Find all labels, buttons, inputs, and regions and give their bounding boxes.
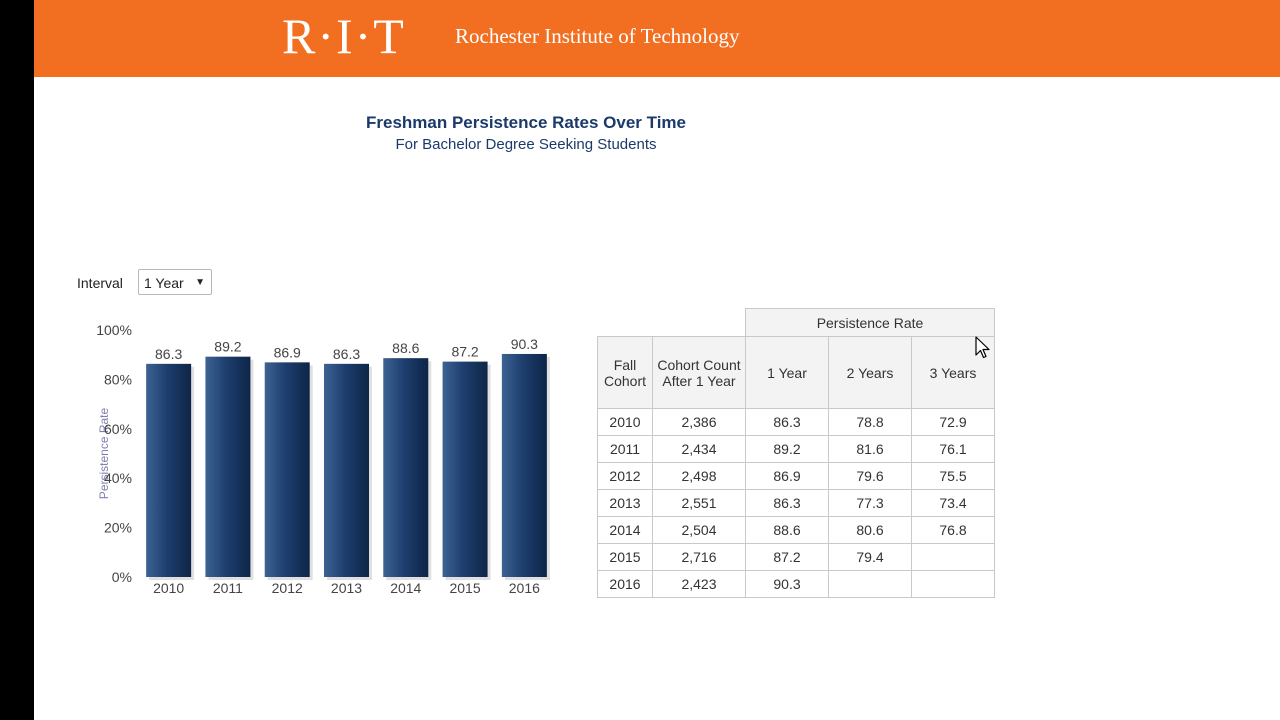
x-tick-label: 2012: [272, 580, 303, 596]
year1-cell: 86.9: [745, 462, 829, 490]
year2-cell: 80.6: [828, 516, 912, 544]
bar[interactable]: [205, 356, 251, 577]
y-tick-label: 80%: [104, 371, 132, 387]
data-label: 86.9: [274, 344, 301, 360]
data-label: 89.2: [214, 339, 241, 355]
cohort-cell: 2012: [597, 462, 653, 490]
data-label: 86.3: [333, 346, 360, 362]
year2-cell: 77.3: [828, 489, 912, 517]
year3-cell: 76.8: [911, 516, 995, 544]
year2-header: 2 Years: [828, 336, 912, 409]
page: R·I·T Rochester Institute of Technology …: [34, 0, 1280, 720]
cohort-count-header: Cohort Count After 1 Year: [652, 336, 746, 409]
table-row: 2012 2,498 86.9 79.6 75.5: [597, 462, 995, 490]
year3-cell: 75.5: [911, 462, 995, 490]
cohort-cell: 2011: [597, 435, 653, 463]
year1-cell: 86.3: [745, 489, 829, 517]
cohort-cell: 2014: [597, 516, 653, 544]
table-row: 2013 2,551 86.3 77.3 73.4: [597, 489, 995, 517]
x-tick-label: 2013: [331, 580, 362, 596]
chart-title: Freshman Persistence Rates Over Time: [365, 113, 686, 132]
x-tick-label: 2014: [390, 580, 421, 596]
year3-cell: [911, 570, 995, 598]
cohort-cell: 2013: [597, 489, 653, 517]
header-bar: R·I·T Rochester Institute of Technology: [34, 0, 1280, 77]
x-tick-label: 2016: [509, 580, 540, 596]
cohort-cell: 2015: [597, 543, 653, 571]
year2-cell: 79.4: [828, 543, 912, 571]
year2-cell: 79.6: [828, 462, 912, 490]
table-corner: [598, 309, 746, 337]
persistence-bar-chart: Persistence Rate 0% 20% 40% 60% 80% 100% 86.3 20…: [96, 322, 550, 596]
y-axis-label: Persistence Rate: [97, 407, 111, 499]
count-cell: 2,716: [652, 543, 746, 571]
data-label: 86.3: [155, 346, 182, 362]
bar[interactable]: [324, 363, 369, 577]
year2-cell: 78.8: [828, 408, 912, 436]
bar[interactable]: [383, 358, 429, 577]
count-cell: 2,386: [652, 408, 746, 436]
y-tick-label: 100%: [96, 322, 132, 338]
year1-header: 1 Year: [745, 336, 829, 409]
data-label: 88.6: [392, 340, 419, 356]
interval-selected-value: 1 Year: [144, 275, 184, 291]
persistence-rate-header: Persistence Rate: [745, 308, 995, 337]
data-label: 87.2: [451, 344, 478, 360]
year2-cell: 81.6: [828, 435, 912, 463]
year3-cell: 73.4: [911, 489, 995, 517]
bar[interactable]: [442, 361, 488, 577]
bar[interactable]: [501, 353, 547, 577]
y-tick-label: 40%: [104, 470, 132, 486]
cohort-cell: 2016: [597, 570, 653, 598]
table-row: 2016 2,423 90.3: [597, 570, 995, 598]
year1-cell: 86.3: [745, 408, 829, 436]
bar[interactable]: [264, 362, 310, 577]
count-cell: 2,504: [652, 516, 746, 544]
year3-cell: [911, 543, 995, 571]
table-row: 2015 2,716 87.2 79.4: [597, 543, 995, 571]
year1-cell: 88.6: [745, 516, 829, 544]
count-cell: 2,423: [652, 570, 746, 598]
year2-cell: [828, 570, 912, 598]
mouse-cursor-icon: [975, 336, 990, 359]
chart-subtitle: For Bachelor Degree Seeking Students: [395, 136, 657, 153]
count-cell: 2,434: [652, 435, 746, 463]
data-label: 90.3: [511, 336, 538, 352]
bar[interactable]: [146, 363, 192, 577]
x-tick-label: 2011: [213, 580, 243, 596]
table-row: 2011 2,434 89.2 81.6 76.1: [597, 435, 995, 463]
year1-cell: 90.3: [745, 570, 829, 598]
year1-cell: 87.2: [745, 543, 829, 571]
table-row: 2014 2,504 88.6 80.6 76.8: [597, 516, 995, 544]
year3-cell: 72.9: [911, 408, 995, 436]
persistence-table: Persistence Rate Fall Cohort Cohort Coun…: [597, 308, 995, 598]
institute-name: Rochester Institute of Technology: [455, 24, 740, 48]
year1-cell: 89.2: [745, 435, 829, 463]
count-cell: 2,551: [652, 489, 746, 517]
x-tick-label: 2015: [449, 580, 480, 596]
dropdown-arrow-icon: ▼: [195, 277, 205, 288]
y-tick-label: 0%: [112, 569, 132, 585]
year3-cell: 76.1: [911, 435, 995, 463]
x-tick-label: 2010: [153, 580, 184, 596]
interval-dropdown[interactable]: 1 Year ▼: [138, 269, 212, 295]
table-row: 2010 2,386 86.3 78.8 72.9: [597, 408, 995, 436]
fall-cohort-header: Fall Cohort: [597, 336, 653, 409]
y-tick-label: 60%: [104, 421, 132, 437]
count-cell: 2,498: [652, 462, 746, 490]
y-tick-label: 20%: [104, 520, 132, 536]
interval-label: Interval: [77, 275, 123, 291]
rit-logo[interactable]: R·I·T: [282, 8, 406, 64]
cohort-cell: 2010: [597, 408, 653, 436]
